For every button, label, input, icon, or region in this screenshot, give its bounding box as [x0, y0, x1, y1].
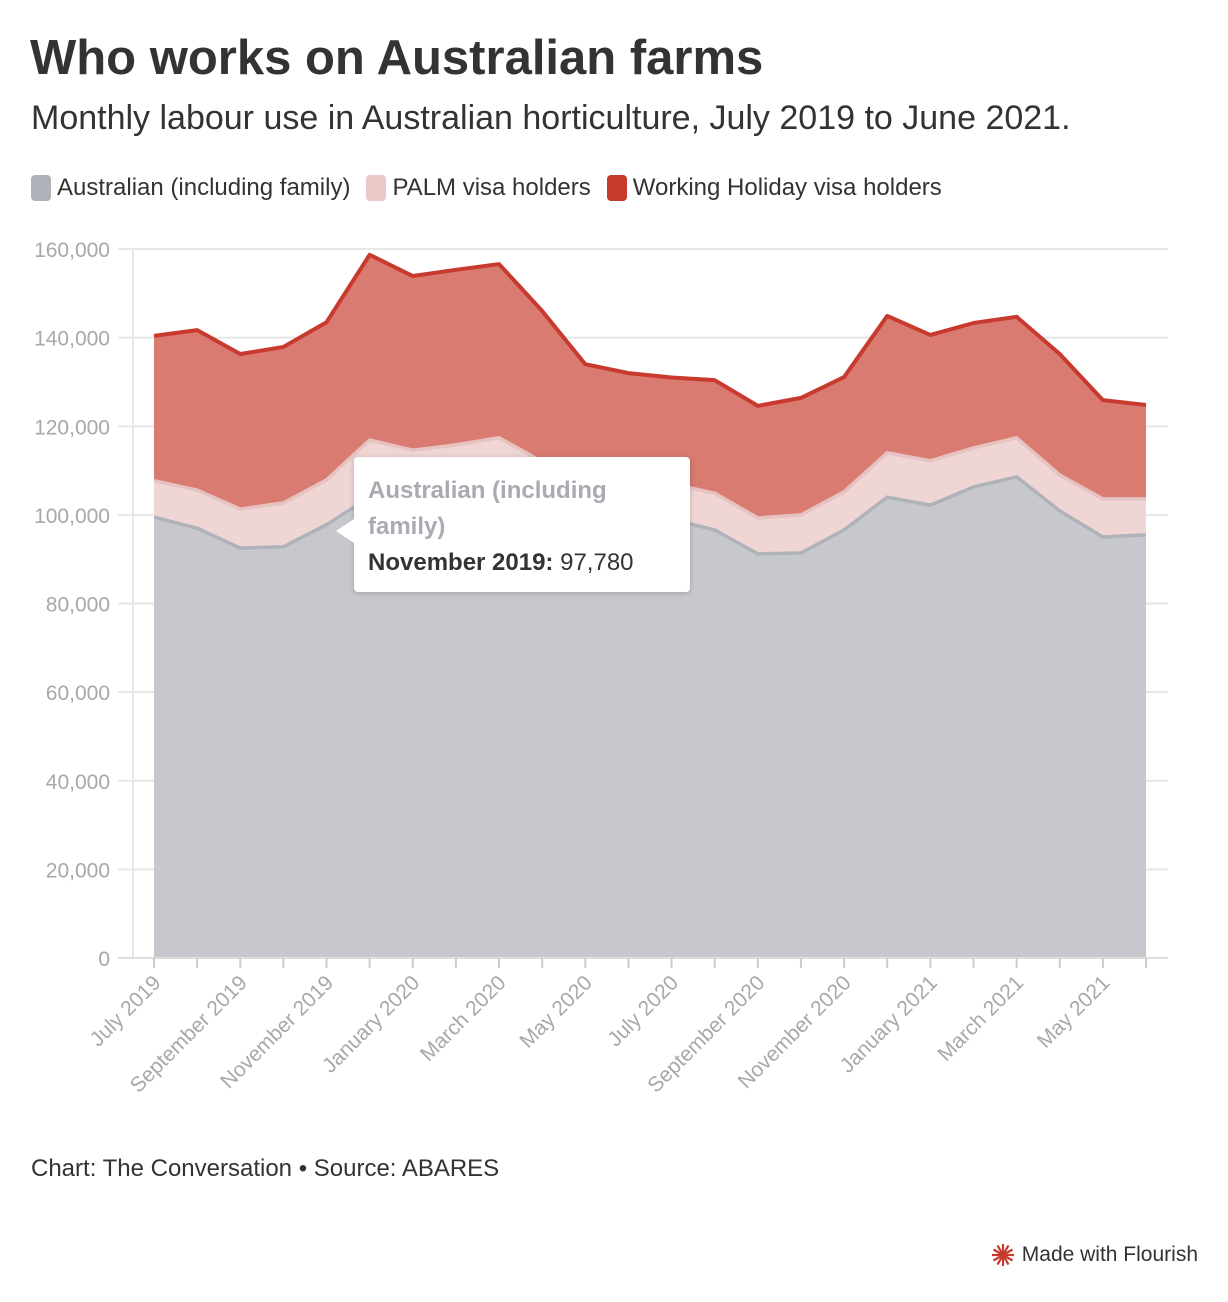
- chart-title: Who works on Australian farms: [30, 31, 764, 85]
- legend-label: Australian (including family): [57, 174, 351, 201]
- legend-label: PALM visa holders: [392, 174, 591, 201]
- tooltip: Australian (including family) November 2…: [336, 457, 690, 592]
- tooltip-series: Australian (including family): [368, 477, 607, 540]
- x-tick-label: July 2020: [603, 971, 683, 1051]
- legend-label: Working Holiday visa holders: [632, 174, 942, 201]
- y-tick-label: 40,000: [46, 771, 110, 794]
- x-tick-label: March 2021: [933, 971, 1028, 1066]
- y-tick-label: 60,000: [46, 682, 110, 705]
- legend-item-australian[interactable]: Australian (including family): [31, 174, 350, 202]
- legend-item-palm[interactable]: PALM visa holders: [366, 174, 591, 202]
- x-tick-label: May 2021: [1033, 971, 1114, 1052]
- legend-swatch: [366, 175, 387, 201]
- flourish-label: Made with Flourish: [1021, 1243, 1198, 1266]
- area-0: [154, 476, 1146, 958]
- chart-subtitle: Monthly labour use in Australian horticu…: [31, 99, 1071, 137]
- legend-item-whv[interactable]: Working Holiday visa holders: [606, 174, 942, 202]
- chart-source: Chart: The Conversation • Source: ABARES: [31, 1155, 500, 1182]
- y-tick-label: 160,000: [34, 239, 110, 262]
- series-line-2: [153, 252, 1147, 408]
- legend-swatch: [31, 175, 51, 201]
- tooltip-value: 97,780: [560, 549, 634, 576]
- x-tick-label: May 2020: [515, 971, 596, 1052]
- y-tick-label: 0: [98, 948, 110, 971]
- legend-swatch: [606, 175, 627, 201]
- x-tick-label: March 2020: [416, 971, 511, 1066]
- y-tick-label: 80,000: [46, 594, 110, 617]
- flourish-credit[interactable]: Made with Flourish: [990, 1242, 1198, 1268]
- x-tick-label: July 2019: [86, 971, 166, 1051]
- tooltip-label: November 2019:: [368, 549, 554, 576]
- legend: Australian (including family) PALM visa …: [31, 174, 942, 202]
- y-tick-label: 120,000: [34, 416, 110, 439]
- flourish-logo-icon: [991, 1244, 1014, 1266]
- y-tick-label: 140,000: [34, 328, 110, 351]
- area-2: [154, 254, 1146, 518]
- y-tick-label: 100,000: [34, 505, 110, 528]
- y-tick-label: 20,000: [46, 859, 110, 882]
